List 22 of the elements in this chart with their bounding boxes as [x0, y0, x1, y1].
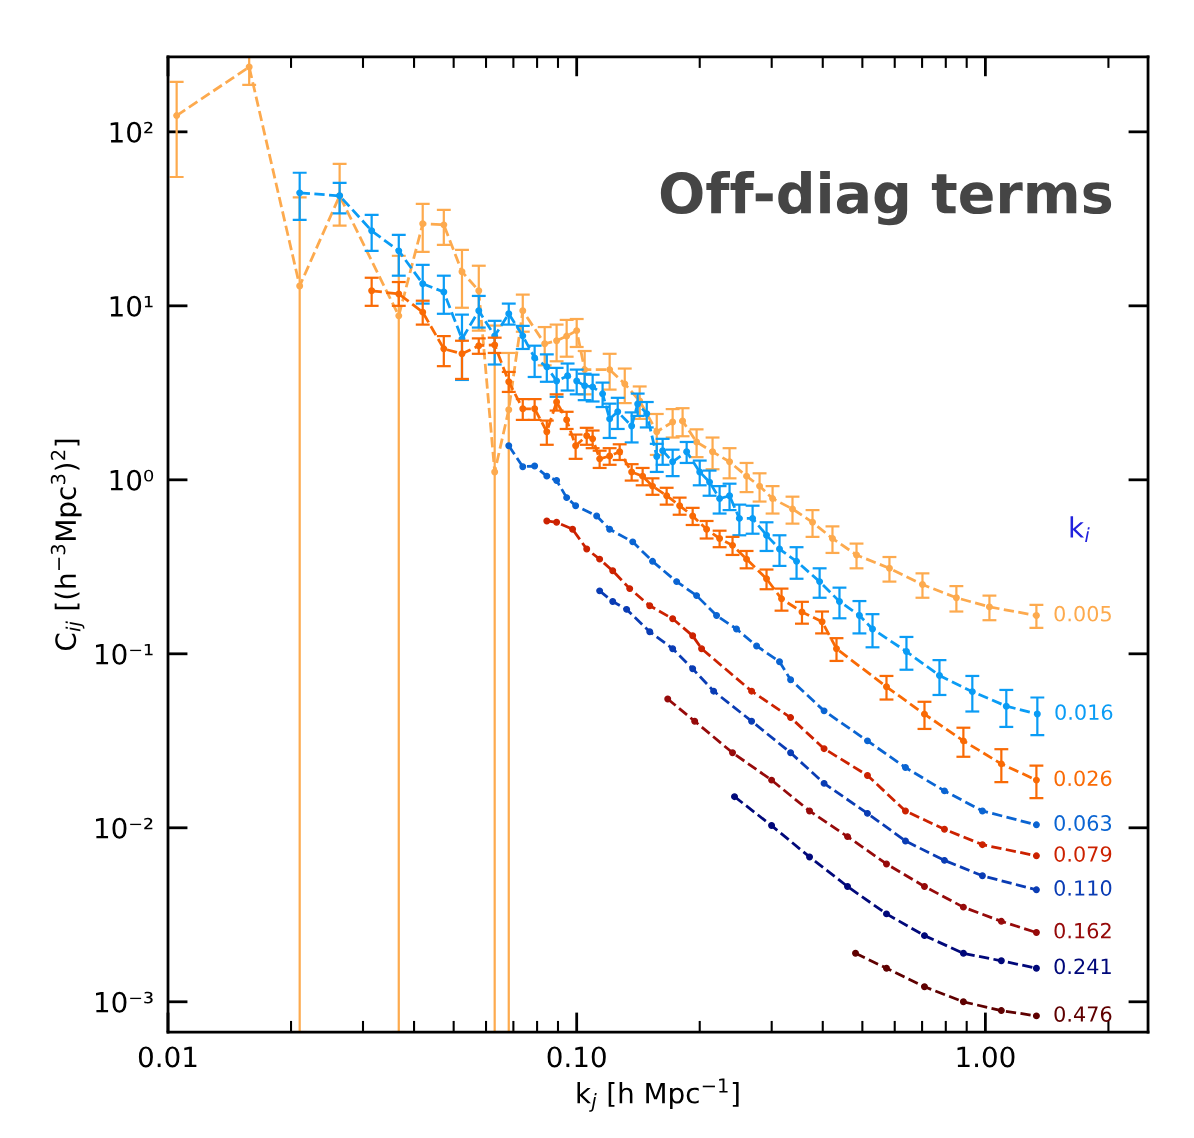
y-tick-label: 10⁻²: [96, 817, 153, 839]
series-label: 0.063: [1054, 815, 1112, 831]
series-label: 0.005: [1054, 605, 1111, 622]
y-tick-label: 10¹: [110, 295, 153, 317]
series-label: 0.110: [1054, 880, 1112, 896]
x-tick-label: 0.01: [138, 1046, 197, 1068]
legend-title: k$_{i}$: [1070, 516, 1090, 543]
x-tick-label: 1.00: [957, 1046, 1015, 1068]
series-label: 0.079: [1054, 846, 1112, 862]
y-tick-label: 10⁰: [110, 469, 154, 491]
series-label: 0.016: [1055, 704, 1113, 721]
series-label: 0.162: [1054, 922, 1111, 939]
series-label: 0.241: [1054, 958, 1111, 975]
text: C$_{ij}$ [(h$^{−3}$Mpc$^{3}$)$^{2}$]: [50, 439, 85, 651]
y-tick-label: 10⁻¹: [96, 643, 153, 665]
x-tick-label: 0.10: [547, 1046, 606, 1068]
series-label: 0.476: [1054, 1006, 1112, 1022]
y-tick-label: 10²: [110, 121, 153, 143]
text: Off-diag terms: [660, 171, 1112, 226]
series-label: 0.026: [1054, 770, 1112, 787]
x-axis-title: k$_{j}$ [h Mpc$^{−1}$]: [577, 1078, 739, 1112]
y-tick-label: 10⁻³: [96, 991, 153, 1013]
